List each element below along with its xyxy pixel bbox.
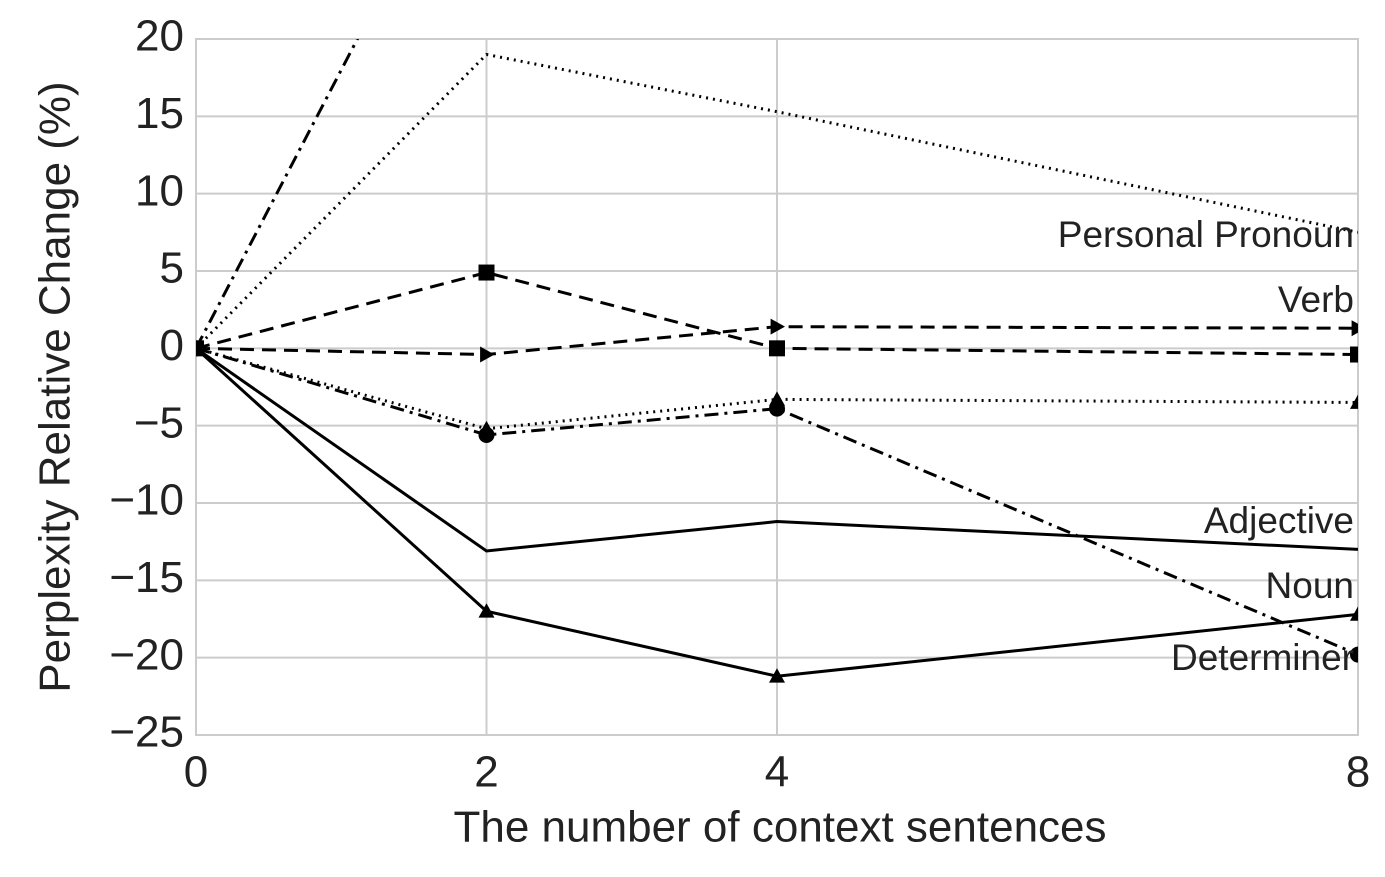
y-tick-label: 20 <box>135 12 184 61</box>
y-tick-label: −15 <box>109 553 184 602</box>
marker <box>769 668 785 683</box>
marker <box>769 400 785 417</box>
y-tick-label: 0 <box>160 321 184 370</box>
annotation: Noun <box>1266 565 1354 606</box>
marker <box>1350 394 1358 409</box>
x-tick-label: 0 <box>184 748 208 797</box>
series-line <box>196 346 1358 656</box>
y-tick-label: −25 <box>109 708 184 757</box>
x-tick-label: 2 <box>474 748 498 797</box>
y-tick-label: 10 <box>135 166 184 215</box>
y-tick-label: −5 <box>134 398 184 447</box>
series-line <box>196 52 1358 350</box>
annotation: Verb <box>1278 279 1354 320</box>
series-line <box>196 347 1358 553</box>
y-tick-label: 5 <box>160 244 184 293</box>
plot-area <box>196 39 1358 683</box>
marker <box>770 318 785 335</box>
series-line <box>196 346 1358 431</box>
series-line <box>196 270 1358 357</box>
marker <box>1350 606 1358 621</box>
annotation: Personal Pronoun <box>1058 214 1354 255</box>
x-tick-label: 8 <box>1346 748 1370 797</box>
marker <box>478 264 495 281</box>
y-tick-label: −20 <box>109 630 184 679</box>
annotation: Adjective <box>1204 500 1354 541</box>
y-axis-label: Perplexity Relative Change (%) <box>31 81 80 692</box>
annotation: Determiner <box>1171 637 1354 678</box>
series-line <box>196 325 1358 357</box>
series-line <box>196 347 1358 678</box>
marker <box>478 426 495 443</box>
marker <box>769 340 785 357</box>
marker <box>1350 346 1358 363</box>
marker <box>1350 646 1358 663</box>
series-line <box>196 39 360 350</box>
marker <box>478 603 495 618</box>
x-tick-label: 4 <box>765 748 789 797</box>
marker <box>480 346 495 363</box>
y-tick-label: −10 <box>109 476 184 525</box>
y-tick-label: 15 <box>135 89 184 138</box>
marker <box>1351 320 1358 337</box>
x-axis-label: The number of context sentences <box>453 803 1106 852</box>
plot-frame <box>195 38 1359 736</box>
